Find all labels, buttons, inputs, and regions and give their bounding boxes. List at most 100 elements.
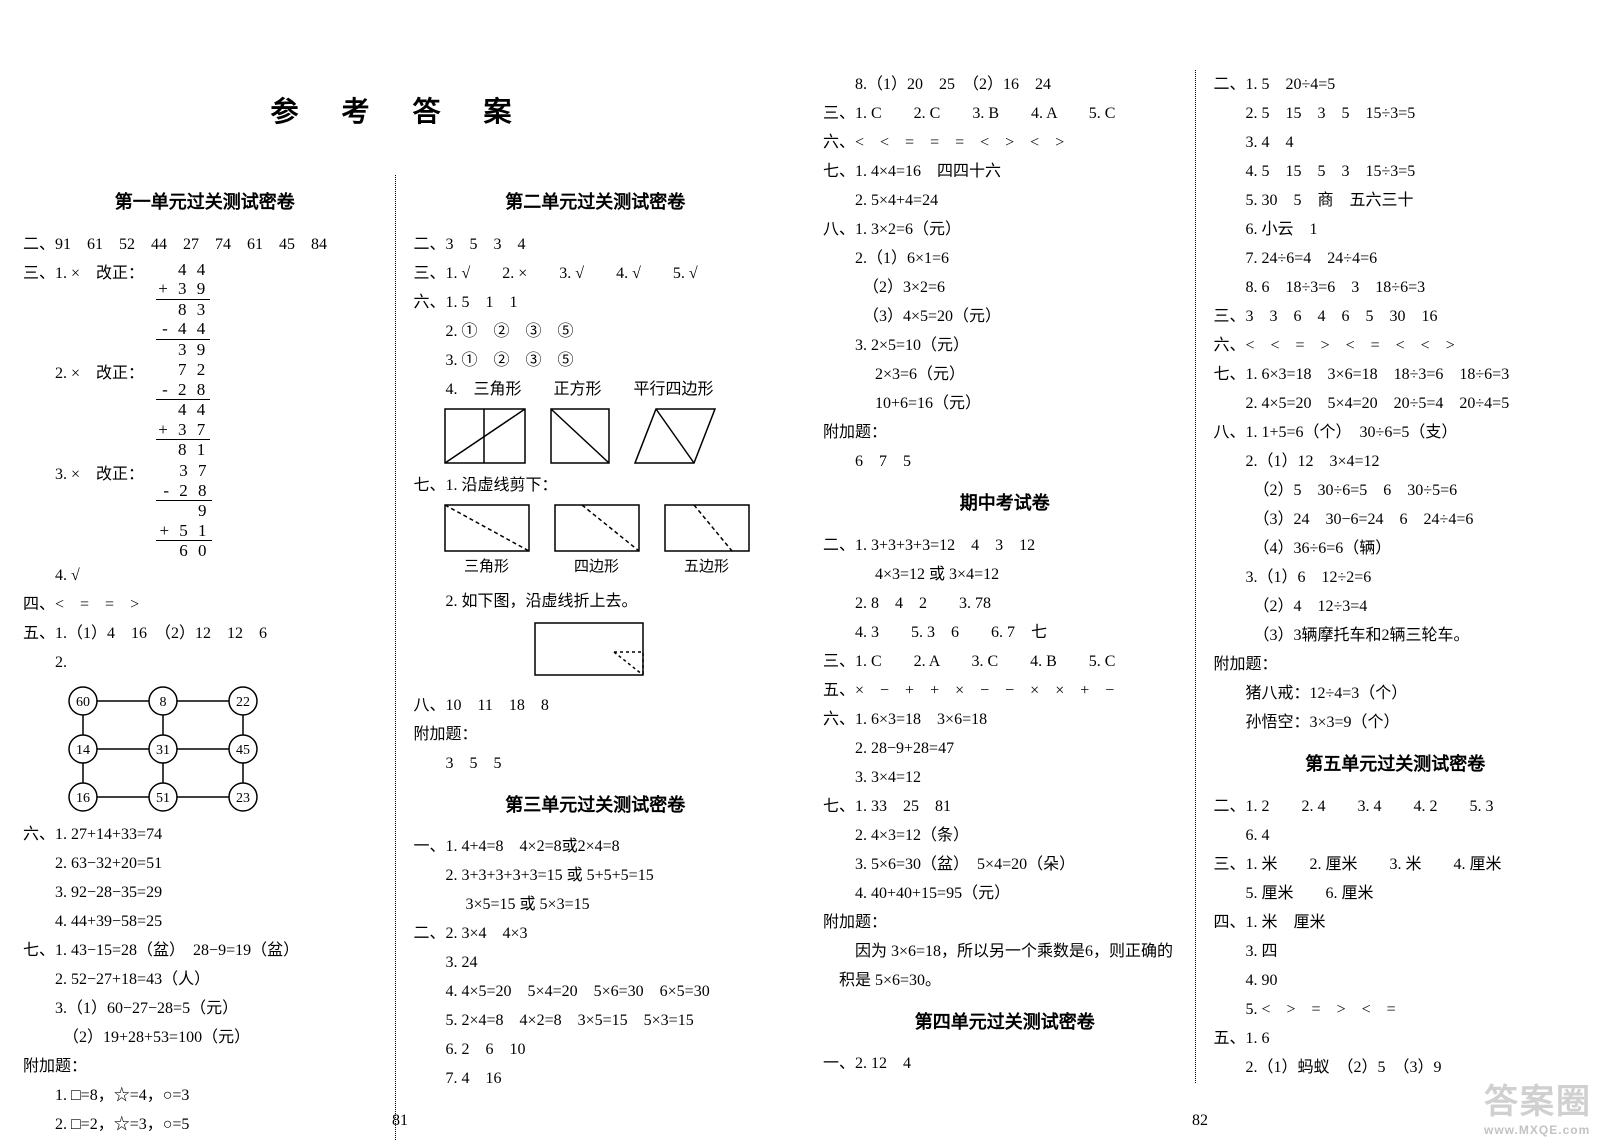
- text-line: 附加题：: [823, 909, 1187, 937]
- text-line: 七、1. 沿虚线剪下：: [414, 472, 778, 500]
- shape-cut-triangle: 三角形: [444, 504, 530, 580]
- p82-col-right: 二、1. 5 20÷4=5 2. 5 15 3 5 15÷3=5 3. 4 4 …: [1206, 70, 1586, 1083]
- text-line: 5. < > = > < =: [1214, 996, 1578, 1024]
- text-line: 二、1. 2 2. 4 3. 4 4. 2 5. 3: [1214, 793, 1578, 821]
- text-line: 五、1. 6: [1214, 1025, 1578, 1053]
- calc-row: + 3 7: [156, 420, 210, 441]
- shape-label: 四边形: [574, 554, 619, 580]
- text-line: （3）24 30−6=24 6 24÷4=6: [1214, 506, 1578, 534]
- text-line: 附加题：: [1214, 651, 1578, 679]
- text-line: 五、1.（1）4 16 （2）12 12 6: [23, 620, 387, 648]
- text-line: 3. 4 4: [1214, 129, 1578, 157]
- vertical-calc-2: 7 2 - 2 8 4 4 + 3 7 8 1: [156, 360, 210, 460]
- text-line: 七、1. 33 25 81: [823, 793, 1187, 821]
- shapes-row-2: 三角形 四边形 五边形: [444, 504, 778, 580]
- text-line: 四、< = = >: [23, 591, 387, 619]
- calc-row: 8 3: [156, 300, 210, 320]
- text-line: 附加题：: [414, 721, 778, 749]
- text-line: （2）5 30÷6=5 6 30÷5=6: [1214, 477, 1578, 505]
- text-line: 六、1. 6×3=18 3×6=18: [823, 706, 1187, 734]
- text-line: 2. 5 15 3 5 15÷3=5: [1214, 100, 1578, 128]
- grid-svg: 60822143145165123: [53, 683, 273, 815]
- shape-cut-quad: 四边形: [554, 504, 640, 580]
- shape-label: 五边形: [684, 554, 729, 580]
- text-line: 2. × 改正： 7 2 - 2 8 4 4 + 3 7 8 1: [23, 360, 387, 460]
- text-line: 2.（1）12 3×4=12: [1214, 448, 1578, 476]
- text-line: 5. 30 5 商 五六三十: [1214, 187, 1578, 215]
- unit2-title: 第二单元过关测试密卷: [414, 187, 778, 219]
- watermark-sub: www.MXQE.com: [1484, 1123, 1592, 1137]
- svg-text:51: 51: [156, 791, 170, 806]
- text-line: 2. 4×3=12（条）: [823, 822, 1187, 850]
- main-title: 参 考 答 案: [15, 90, 785, 130]
- text-line: 4. 90: [1214, 967, 1578, 995]
- text-line: 八、1. 1+5=6（个） 30÷6=5（支）: [1214, 419, 1578, 447]
- unit4-title: 第四单元过关测试密卷: [823, 1007, 1187, 1039]
- calc-row: + 5 1: [156, 521, 212, 542]
- text-line: 2. 5×4+4=24: [823, 187, 1187, 215]
- text-line: 四、1. 米 厘米: [1214, 909, 1578, 937]
- text-line: 三、1. 米 2. 厘米 3. 米 4. 厘米: [1214, 851, 1578, 879]
- text-line: 八、1. 3×2=6（元）: [823, 216, 1187, 244]
- shapes-row-1: [444, 408, 778, 464]
- shape-label: 三角形: [464, 554, 509, 580]
- calc-row: 4 4: [156, 260, 210, 280]
- text-line: 六、< < = = = < > < >: [823, 129, 1187, 157]
- text-line: 三、1. C 2. A 3. C 4. B 5. C: [823, 648, 1187, 676]
- p81-col-right: 第二单元过关测试密卷 二、3 5 3 4 三、1. √ 2. × 3. √ 4.…: [406, 175, 786, 1140]
- unit5-title: 第五单元过关测试密卷: [1214, 749, 1578, 781]
- shape-square-diag: [550, 408, 610, 464]
- calc-row: 3 7: [156, 461, 212, 481]
- page-number-left: 81: [0, 1112, 800, 1130]
- text-line: 4. 44+39−58=25: [23, 908, 387, 936]
- text-line: 附加题：: [823, 419, 1187, 447]
- text-line: 2. ① ② ③ ⑤: [414, 318, 778, 346]
- svg-text:14: 14: [76, 743, 90, 758]
- text-line: 3. × 改正： 3 7 - 2 8 9 + 5 1 6 0: [23, 461, 387, 561]
- text-line: 2. 63−32+20=51: [23, 850, 387, 878]
- text-line: 6. 4: [1214, 822, 1578, 850]
- text-line: 三、1. √ 2. × 3. √ 4. √ 5. √: [414, 260, 778, 288]
- svg-text:60: 60: [76, 695, 90, 710]
- text-line: 4. 5 15 5 3 15÷3=5: [1214, 158, 1578, 186]
- text-line: 2. 4×5=20 5×4=20 20÷5=4 20÷4=5: [1214, 390, 1578, 418]
- text-line: 七、1. 43−15=28（盆） 28−9=19（盆）: [23, 937, 387, 965]
- text-line: 1. □=8，☆=4，○=3: [23, 1082, 387, 1110]
- watermark: 答案圈 www.MXQE.com: [1484, 1074, 1592, 1137]
- text-line: 8. 6 18÷3=6 3 18÷6=3: [1214, 274, 1578, 302]
- text-line: 因为 3×6=18，所以另一个乘数是6，则正确的: [823, 938, 1187, 966]
- text-line: 二、1. 3+3+3+3=12 4 3 12: [823, 532, 1187, 560]
- text-line: 4. 4×5=20 5×4=20 5×6=30 6×5=30: [414, 978, 778, 1006]
- calc-row: - 4 4: [156, 319, 210, 340]
- text-line: 2×3=6（元）: [823, 361, 1187, 389]
- text-line: 3. ① ② ③ ⑤: [414, 347, 778, 375]
- text-line: 2. 3+3+3+3+3=15 或 5+5+5=15: [414, 862, 778, 890]
- text-line: 5. 2×4=8 4×2=8 3×5=15 5×3=15: [414, 1007, 778, 1035]
- calc-row: 4 4: [156, 400, 210, 420]
- midterm-title: 期中考试卷: [823, 488, 1187, 520]
- text-line: 三、1. C 2. C 3. B 4. A 5. C: [823, 100, 1187, 128]
- text-line: 2.: [23, 649, 387, 677]
- shape-triangle-split: [444, 408, 526, 464]
- text-line: 三、1. × 改正： 4 4 + 3 9 8 3 - 4 4 3 9: [23, 260, 387, 360]
- text-line: 3.（1）6 12÷2=6: [1214, 564, 1578, 592]
- text-line: 3.（1）60−27−28=5（元）: [23, 995, 387, 1023]
- text-line: 3. 2×5=10（元）: [823, 332, 1187, 360]
- vertical-calc-1: 4 4 + 3 9 8 3 - 4 4 3 9: [156, 260, 210, 360]
- text-line: 二、1. 5 20÷4=5: [1214, 71, 1578, 99]
- page-right: 8.（1）20 25 （2）16 24 三、1. C 2. C 3. B 4. …: [800, 0, 1600, 1145]
- calc-row: + 3 9: [156, 279, 210, 300]
- unit3-title: 第三单元过关测试密卷: [414, 790, 778, 822]
- calc-row: 6 0: [156, 541, 212, 561]
- text-line: 8.（1）20 25 （2）16 24: [823, 71, 1187, 99]
- text-line: 六、1. 27+14+33=74: [23, 821, 387, 849]
- text-line: 附加题：: [23, 1053, 387, 1081]
- text-line: 6. 2 6 10: [414, 1036, 778, 1064]
- page-number-right: 82: [800, 1112, 1600, 1130]
- text-line: 二、3 5 3 4: [414, 231, 778, 259]
- calc-prefix: 2. × 改正：: [23, 365, 144, 382]
- svg-text:22: 22: [236, 695, 250, 710]
- text-line: 4. 40+40+15=95（元）: [823, 880, 1187, 908]
- text-line: 二、2. 3×4 4×3: [414, 920, 778, 948]
- calc-row: 7 2: [156, 360, 210, 380]
